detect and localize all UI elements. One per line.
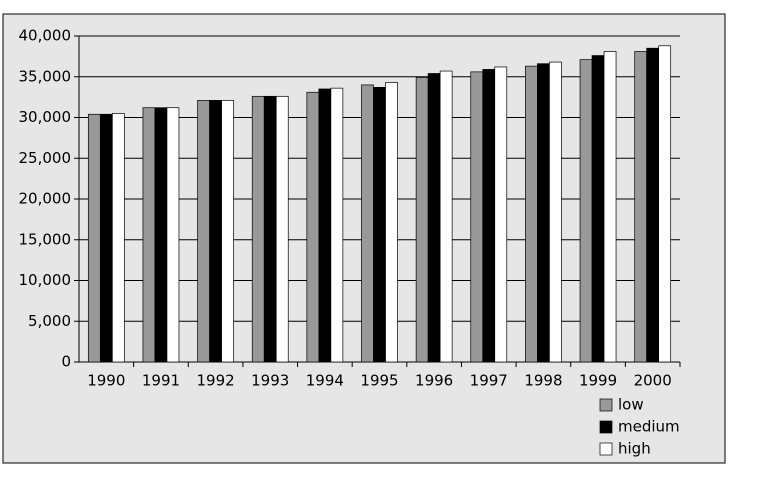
x-tick-label: 1999 (579, 372, 617, 390)
bar (142, 107, 156, 363)
bar (525, 65, 538, 363)
x-tick-label: 1996 (415, 372, 453, 390)
y-tick-label: 35,000 (19, 67, 72, 85)
bar (154, 107, 168, 363)
x-tick-label: 2000 (634, 372, 672, 390)
bar (111, 113, 125, 363)
x-tick-label: 1998 (524, 372, 562, 390)
x-tick-label: 1991 (142, 372, 180, 390)
y-tick-label: 15,000 (19, 230, 72, 248)
y-tick-label: 40,000 (19, 27, 72, 45)
bar (549, 61, 562, 363)
legend-swatch (599, 398, 613, 412)
legend-label: high (618, 440, 651, 458)
bar (361, 84, 374, 363)
bar (209, 100, 222, 363)
bar (99, 113, 113, 363)
bar (166, 107, 180, 363)
legend-swatch (599, 420, 613, 434)
y-tick-label: 5,000 (28, 312, 71, 330)
bar (197, 100, 210, 363)
bar (470, 71, 484, 363)
x-tick-label: 1995 (360, 372, 398, 390)
x-tick-label: 1990 (87, 372, 125, 390)
legend-label: low (618, 396, 644, 414)
bar (330, 87, 344, 363)
x-tick-label: 1994 (306, 372, 344, 390)
y-tick-label: 25,000 (19, 149, 72, 167)
bar (482, 69, 496, 363)
y-tick-label: 30,000 (19, 108, 72, 126)
bar (251, 95, 265, 363)
x-tick-label: 1997 (470, 372, 508, 390)
bar (579, 59, 593, 363)
bar (591, 55, 605, 363)
bar (263, 95, 277, 363)
legend-swatch (599, 442, 613, 456)
bar (646, 47, 660, 363)
bar (427, 73, 441, 363)
bar (439, 70, 453, 363)
bar (603, 51, 617, 363)
bar (537, 63, 550, 363)
bar (87, 113, 101, 363)
bar (306, 91, 320, 363)
x-tick-label: 1992 (196, 372, 234, 390)
bar (494, 66, 508, 363)
bar (634, 51, 648, 363)
x-tick-label: 1993 (251, 372, 289, 390)
bar (415, 77, 429, 363)
y-tick-label: 10,000 (19, 271, 72, 289)
bar (385, 82, 398, 363)
legend-label: medium (618, 418, 680, 436)
y-tick-label: 0 (61, 353, 71, 371)
bar (275, 95, 289, 363)
bar (658, 45, 672, 363)
bar (318, 88, 332, 363)
y-tick-label: 20,000 (19, 190, 72, 208)
bar (373, 86, 386, 363)
bar (221, 100, 234, 363)
